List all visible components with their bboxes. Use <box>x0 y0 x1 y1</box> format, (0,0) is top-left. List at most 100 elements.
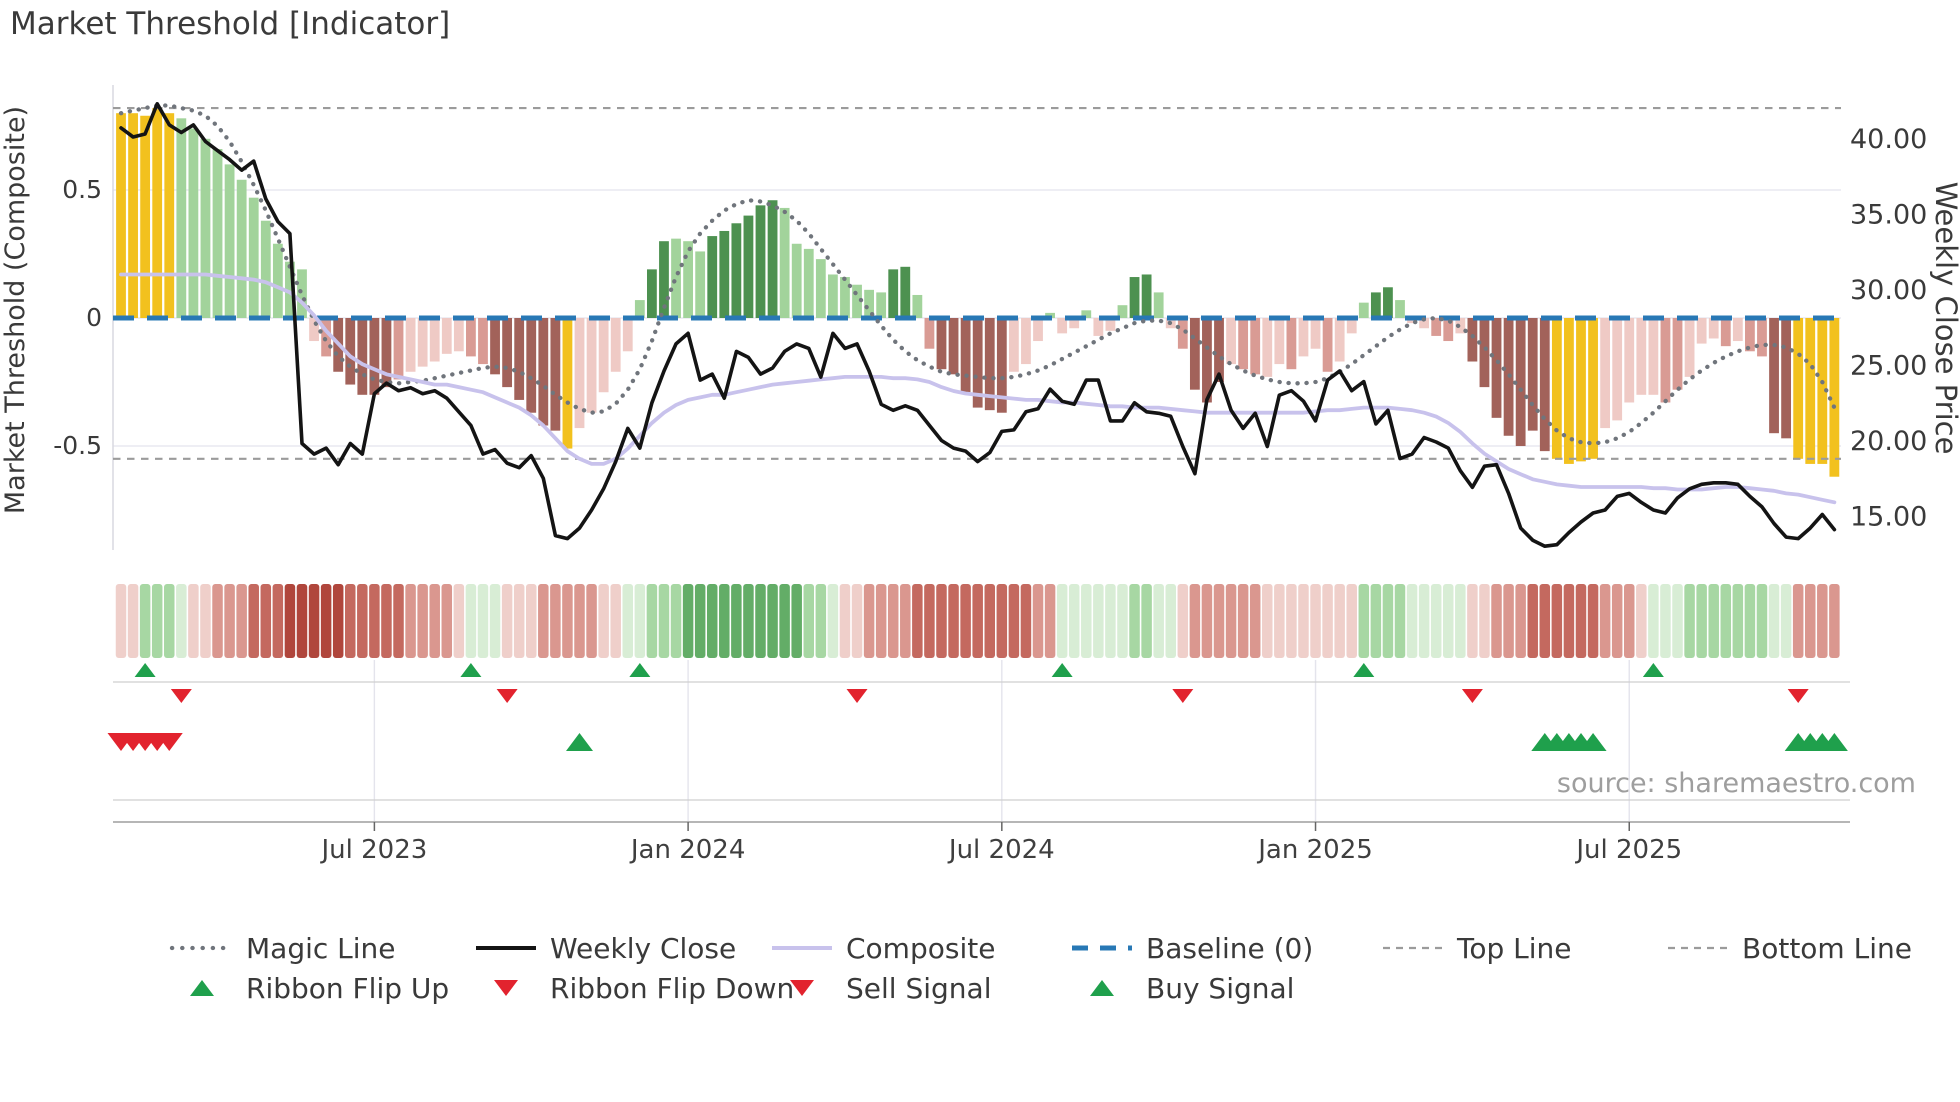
ribbon-stripe <box>670 584 682 658</box>
ribbon-stripe <box>936 584 947 658</box>
ribbon-stripe <box>827 584 839 658</box>
ribbon-stripe <box>598 584 609 658</box>
composite-bar <box>1202 318 1212 403</box>
composite-bar <box>1093 318 1104 336</box>
composite-bar <box>996 318 1007 413</box>
ribbon-stripe <box>1430 584 1442 658</box>
composite-bar <box>1322 318 1333 372</box>
composite-bar <box>1515 318 1526 446</box>
composite-bar <box>1226 318 1236 365</box>
ribbon-stripe <box>1358 584 1370 658</box>
ribbon-stripe <box>357 584 368 658</box>
composite-bar <box>550 318 561 431</box>
composite-bar <box>1069 318 1080 329</box>
ribbon-stripe <box>1804 584 1816 658</box>
ribbon-stripe <box>1382 584 1394 658</box>
composite-bar <box>417 318 428 367</box>
composite-bar <box>478 318 488 365</box>
composite-bar <box>1612 318 1623 421</box>
ribbon-stripe <box>1334 584 1345 658</box>
composite-bar <box>755 205 766 318</box>
ribbon-stripe <box>960 584 971 658</box>
composite-bar <box>1576 318 1586 462</box>
ribbon-stripe <box>1105 584 1116 658</box>
composite-bar <box>1769 318 1779 434</box>
composite-bar <box>1564 318 1574 464</box>
weekly-close-line <box>119 102 1837 549</box>
ribbon-stripe <box>1563 584 1575 658</box>
x-tick-label: Jul 2024 <box>947 835 1055 865</box>
magic-line <box>118 103 1837 446</box>
composite-bar <box>876 292 887 318</box>
composite-bar <box>610 318 621 372</box>
composite-bar <box>924 318 935 349</box>
composite-bar <box>936 318 947 370</box>
composite-bar <box>502 318 513 388</box>
axis-ticks: 0.5 0 -0.5 40.00 35.00 30.00 25.00 20.00 15.00 <box>53 124 1927 533</box>
ribbon-stripe <box>1575 584 1587 658</box>
composite-bar <box>948 318 959 375</box>
ribbon-stripe <box>139 584 151 658</box>
ribbon-stripe <box>851 584 863 658</box>
composite-bar <box>152 108 163 318</box>
composite-bar <box>1274 318 1285 365</box>
composite-bar <box>1105 318 1116 331</box>
ribbon-flip-down-marker <box>496 689 518 703</box>
composite-bar <box>743 215 754 318</box>
ribbon-stripe <box>224 584 235 658</box>
legend-label: Ribbon Flip Down <box>550 972 794 1005</box>
composite-bar <box>248 197 259 318</box>
ribbon-stripe <box>803 584 815 658</box>
ribbon-strip <box>115 584 1840 658</box>
ribbon-stripe <box>1189 584 1201 658</box>
composite-bar <box>1310 318 1321 349</box>
ribbon-stripe <box>875 584 887 658</box>
ribbon-stripe <box>1274 584 1285 658</box>
ribbon-stripe <box>453 584 465 658</box>
ribbon-stripe <box>115 584 127 658</box>
ribbon-flip-down-marker <box>1461 689 1483 703</box>
ribbon-stripe <box>1744 584 1756 658</box>
composite-bar <box>659 241 669 318</box>
ribbon-stripe <box>260 584 272 658</box>
ribbon-stripe <box>381 584 392 658</box>
ribbon-stripe <box>634 584 646 658</box>
ribbon-stripe <box>1551 584 1563 658</box>
composite-bar <box>1238 318 1249 370</box>
ribbon-stripe <box>1829 584 1840 658</box>
ribbon-stripe <box>1262 584 1273 658</box>
ribbon-stripe <box>1515 584 1526 658</box>
composite-bar <box>321 318 332 357</box>
ribbon-stripe <box>332 584 344 658</box>
ribbon-flip-up-marker <box>460 663 482 677</box>
composite-bar <box>767 200 778 318</box>
ribbon-stripe <box>1684 584 1695 658</box>
right-axis-label: Weekly Close Price <box>1929 182 1960 455</box>
ribbon-stripe <box>694 584 706 658</box>
ribbon-stripe <box>1756 584 1768 658</box>
ribbon-stripe <box>1418 584 1430 658</box>
ribbon-stripe <box>586 584 597 658</box>
ribbon-stripe <box>622 584 634 658</box>
ribbon-flip-up-marker <box>1642 663 1664 677</box>
ribbon-stripe <box>779 584 790 658</box>
left-axis-label: Market Threshold (Composite) <box>0 106 31 514</box>
right-tick-label: 30.00 <box>1850 275 1927 306</box>
composite-bar <box>381 318 392 388</box>
composite-bar <box>586 318 597 413</box>
composite-bar <box>297 269 307 318</box>
composite-bar <box>827 274 838 318</box>
ribbon-stripe <box>1768 584 1780 658</box>
ribbon-stripe <box>791 584 802 658</box>
ribbon-stripe <box>1455 584 1466 658</box>
ribbon-stripe <box>1093 584 1104 658</box>
composite-bar <box>1370 292 1381 318</box>
composite-bar <box>1732 318 1743 342</box>
ribbon-stripe <box>296 584 308 658</box>
composite-bar <box>1793 318 1804 459</box>
composite-bar <box>815 259 826 318</box>
signal-rows: Jul 2023 Jan 2024 Jul 2024 Jan 2025 Jul 2025 <box>107 663 1850 865</box>
composite-bar <box>1624 318 1635 403</box>
composite-bar <box>1551 318 1562 459</box>
